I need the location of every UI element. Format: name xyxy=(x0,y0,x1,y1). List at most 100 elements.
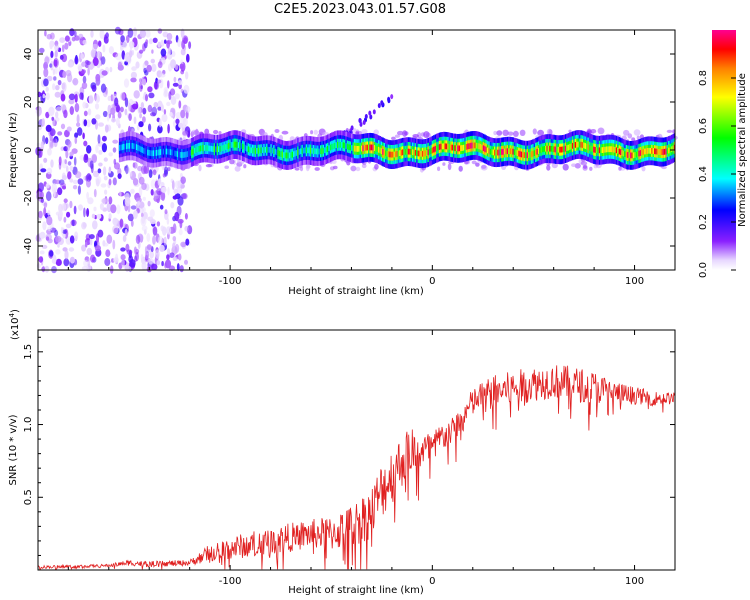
spectrogram-trace-cell xyxy=(240,143,243,149)
spectrogram-trace-cell xyxy=(341,142,343,148)
spectrogram-trace-cell xyxy=(332,143,335,150)
spectrogram-noise-blob xyxy=(124,97,129,108)
spectrogram-trace-cell xyxy=(123,143,125,150)
spectrogram-heatmap xyxy=(35,26,678,274)
spectrogram-halo-blob xyxy=(281,130,289,135)
spectrogram-noise-blob xyxy=(87,258,91,268)
spectrogram-trace-cell xyxy=(360,145,363,152)
spectrogram-noise-blob xyxy=(148,38,153,45)
spectrogram-noise-blob xyxy=(84,241,88,248)
spectrogram-noise-blob xyxy=(69,200,73,209)
spectrogram-noise-blob xyxy=(130,77,137,83)
spectrogram-noise-blob xyxy=(92,57,99,66)
spectrogram-noise-blob xyxy=(46,167,53,175)
spectrogram-halo-blob xyxy=(590,129,597,134)
spectrogram-noise-blob xyxy=(45,111,50,119)
spectrogram-trace-cell xyxy=(356,146,359,152)
spectrogram-noise-blob xyxy=(48,106,55,117)
spectrogram-trace-cell xyxy=(277,150,279,156)
spectrogram-trace-cell xyxy=(454,145,456,152)
spectrogram-noise-blob xyxy=(57,243,60,248)
spectrogram-trace-cell xyxy=(233,141,236,148)
spectrogram-noise-blob xyxy=(45,183,50,189)
spectrogram-secondary-blob xyxy=(387,98,391,104)
spectrogram-halo-blob xyxy=(546,128,553,136)
spectrogram-noise-blob xyxy=(73,30,77,37)
spectrogram-trace-cell xyxy=(569,144,571,150)
spectrogram-trace-cell xyxy=(671,146,673,153)
spectrogram-secondary-blob xyxy=(368,110,372,116)
spectrogram-trace-cell xyxy=(380,148,383,155)
spectrogram-trace-cell xyxy=(369,144,371,151)
spectrogram-noise-blob xyxy=(130,219,134,227)
spectrogram-trace-cell xyxy=(475,142,478,149)
spectrogram-noise-blob xyxy=(128,113,132,121)
spectrogram-noise-blob xyxy=(179,265,184,273)
spectrogram-noise-blob xyxy=(157,106,162,111)
spectrogram-halo-blob xyxy=(193,130,200,136)
spectrogram-trace-cell xyxy=(520,151,523,158)
spectrogram-trace-cell xyxy=(302,147,305,154)
spectrogram-noise-blob xyxy=(91,154,97,163)
spectrogram-trace-cell xyxy=(159,149,162,155)
spectrogram-noise-blob xyxy=(117,111,122,119)
spectrogram-noise-blob xyxy=(69,178,74,183)
spectrogram-noise-blob xyxy=(57,131,63,136)
spectrogram-noise-blob xyxy=(63,198,68,203)
spectrogram-trace-cell xyxy=(162,148,165,155)
spectrogram-trace-cell xyxy=(140,146,142,153)
spectrogram-trace-cell xyxy=(147,149,149,156)
spectrogram-trace-cell xyxy=(594,147,597,153)
spectrogram-trace-cell xyxy=(191,149,193,156)
spectrogram-noise-blob xyxy=(55,258,62,266)
spectrogram-noise-blob xyxy=(49,40,55,48)
spectrogram-noise-blob xyxy=(108,178,112,186)
spectrogram-trace-cell xyxy=(661,149,663,155)
spectrogram-trace-cell xyxy=(443,143,445,150)
spectrogram-trace-cell xyxy=(597,147,599,154)
spectrogram-noise-blob xyxy=(175,112,182,119)
spectrogram-trace-cell xyxy=(547,145,550,152)
spectrogram-noise-blob xyxy=(98,122,104,127)
spectrogram-noise-blob xyxy=(156,79,162,84)
spectrogram-trace-cell xyxy=(305,147,308,154)
spectrogram-noise-blob xyxy=(166,254,170,260)
spectrogram-noise-blob xyxy=(95,144,99,154)
spectrogram-noise-blob xyxy=(175,118,180,125)
spectrogram-trace-cell xyxy=(145,149,148,155)
spectrogram-trace-cell xyxy=(396,151,398,157)
spectrogram-noise-blob xyxy=(92,220,98,230)
spectrogram-trace-cell xyxy=(516,150,519,156)
spectrogram-noise-blob xyxy=(103,36,109,44)
spectrogram-noise-blob xyxy=(62,70,67,78)
spectrogram-trace-cell xyxy=(390,151,393,158)
spectrogram-noise-blob xyxy=(38,182,44,192)
spectrogram-noise-blob xyxy=(83,110,88,117)
spectrogram-halo-blob xyxy=(243,164,247,169)
spectrogram-trace-cell xyxy=(379,147,381,154)
spectrogram-noise-blob xyxy=(146,233,151,242)
spectrogram-secondary-blob xyxy=(369,114,373,120)
spectrogram-noise-blob xyxy=(173,188,178,195)
spectrogram-noise-blob xyxy=(68,99,75,105)
spectrogram-noise-blob xyxy=(64,250,69,260)
spectrogram-halo-blob xyxy=(182,130,189,136)
spectrogram-noise-blob xyxy=(99,29,105,39)
spectrogram-trace-cell xyxy=(605,146,608,153)
spectrogram-noise-blob xyxy=(87,197,94,205)
spectrogram-halo-blob xyxy=(507,131,514,136)
spectrogram-trace-cell xyxy=(172,150,175,156)
spectrogram-noise-blob xyxy=(96,213,102,220)
spectrogram-trace-cell xyxy=(499,149,502,156)
spectrogram-noise-blob xyxy=(77,178,84,185)
spectrogram-noise-blob xyxy=(93,206,97,212)
spectrogram-noise-blob xyxy=(55,249,61,255)
spectrogram-halo-blob xyxy=(519,129,526,136)
spectrogram-trace-cell xyxy=(438,144,441,150)
spectrogram-trace-cell xyxy=(621,149,623,156)
spectrogram-trace-cell xyxy=(260,147,262,154)
spectrogram-halo-blob xyxy=(361,129,368,134)
spectrogram-noise-blob xyxy=(180,48,186,56)
spectrogram-halo-blob xyxy=(274,129,280,133)
spectrogram-noise-blob xyxy=(178,228,183,236)
